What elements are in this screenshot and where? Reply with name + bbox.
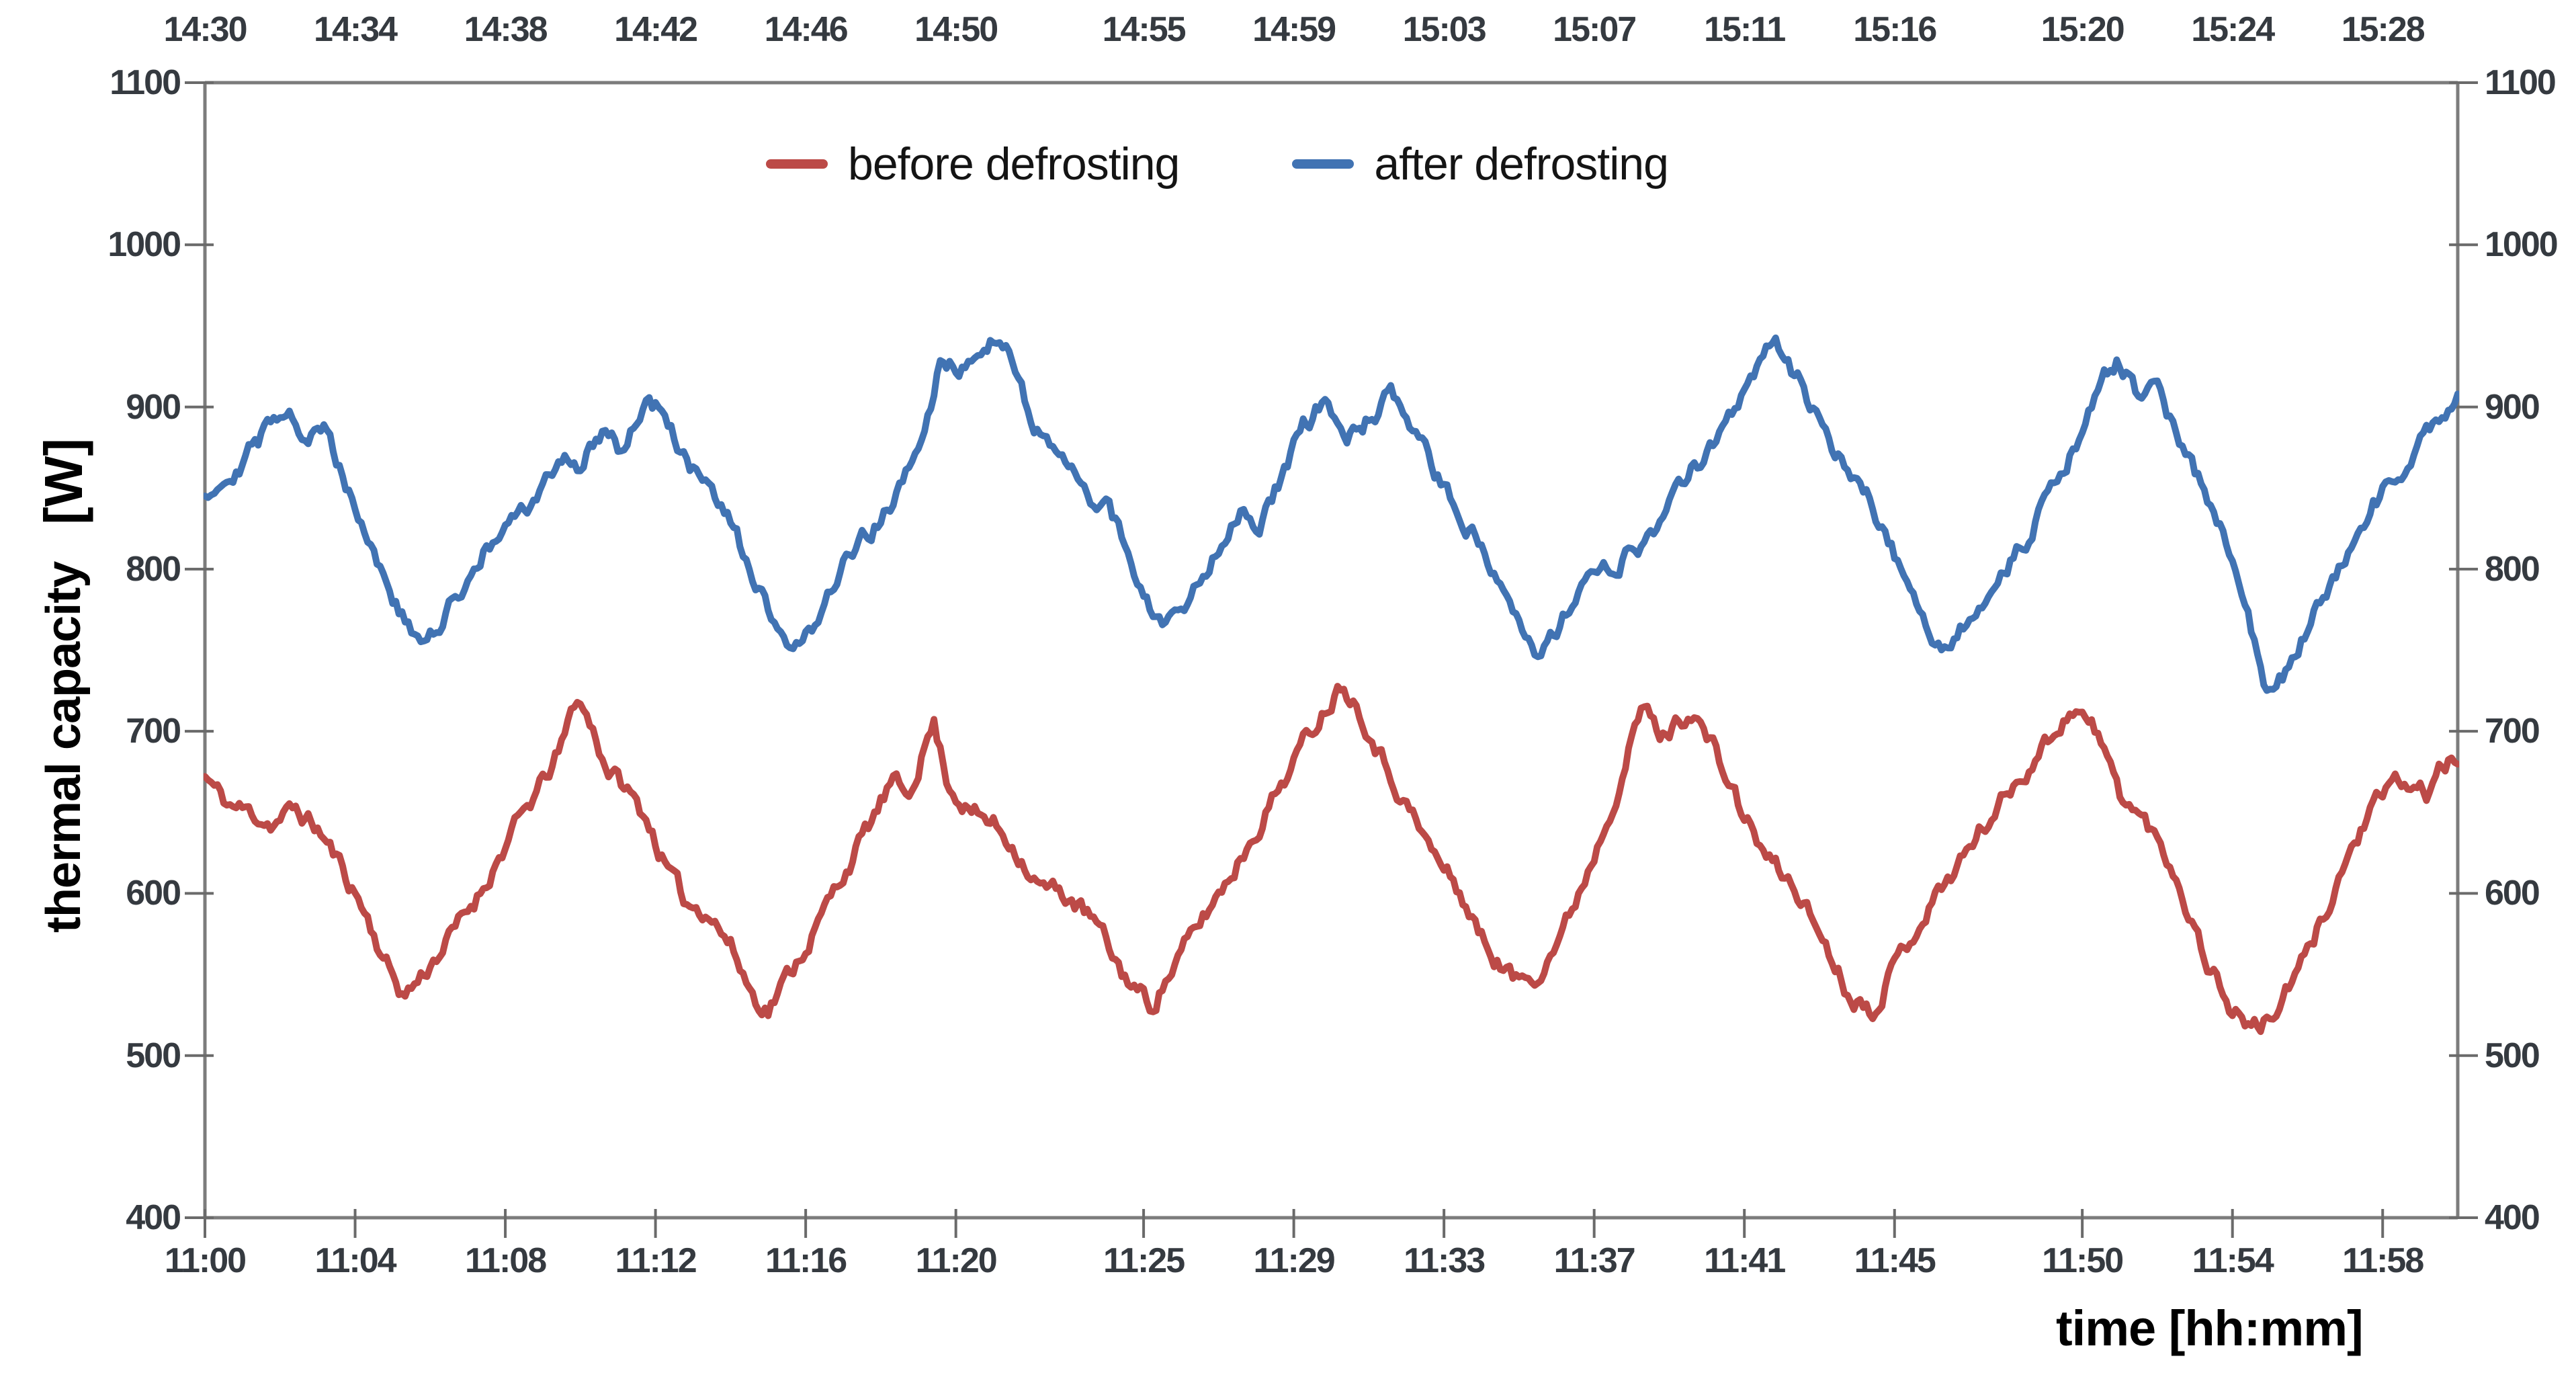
series-line-after-defrosting [204,334,2459,694]
legend-dash-red [766,159,828,169]
y-axis-title: thermal capacity [W] [24,316,104,1055]
legend-dash-blue [1292,159,1355,169]
y-axis-unit: [W] [34,437,93,525]
right-axis-tick-label: 800 [2485,549,2540,589]
left-axis-tick-label: 1100 [110,63,181,102]
right-axis-tick-label: 1100 [2485,63,2557,102]
left-axis-tick-label: 1000 [108,225,181,265]
top-axis-tick-label: 14:34 [314,10,398,49]
top-axis-tick-label: 15:24 [2191,10,2275,49]
legend-label-after-defrosting: after defrosting [1374,138,1669,190]
bottom-axis-tick-label: 11:33 [1404,1241,1486,1280]
right-axis-tick-label: 900 [2485,387,2540,427]
right-axis-tick-label: 700 [2485,712,2540,751]
x-axis-title: time [hh:mm] [2056,1300,2364,1356]
bottom-axis-tick-label: 11:04 [314,1241,396,1280]
right-axis-tick-label: 600 [2485,874,2540,913]
top-axis-tick-label: 14:38 [464,10,548,49]
top-axis-tick-label: 15:03 [1402,10,1487,49]
right-axis-tick-label: 500 [2485,1036,2540,1075]
top-axis-tick-label: 15:11 [1704,10,1786,49]
bottom-axis-tick-label: 11:29 [1253,1241,1336,1280]
bottom-axis-tick-label: 11:08 [464,1241,547,1280]
bottom-axis-tick-label: 11:12 [615,1241,697,1280]
bottom-axis-tick-label: 11:37 [1553,1241,1636,1280]
bottom-axis-tick-label: 11:25 [1103,1241,1185,1280]
left-axis-tick-label: 900 [126,387,181,427]
legend-item-after-defrosting: after defrosting [1292,137,1669,191]
bottom-axis-tick-label: 11:41 [1704,1241,1786,1280]
top-axis-tick-label: 14:30 [163,10,248,49]
top-axis-tick-label: 14:50 [914,10,998,49]
left-axis-tick-label: 400 [126,1198,181,1237]
bottom-axis-tick-label: 11:20 [915,1241,998,1280]
right-axis-tick-label: 400 [2485,1198,2540,1237]
bottom-axis-tick-label: 11:16 [765,1241,847,1280]
top-axis-tick-label: 15:20 [2041,10,2125,49]
legend: before defrosting after defrosting [766,137,1669,191]
bottom-axis-tick-label: 11:00 [164,1241,247,1280]
right-axis-tick-label: 1000 [2485,225,2559,265]
top-axis-tick-label: 14:46 [764,10,849,49]
y-axis-title-text: thermal capacity [37,561,91,933]
top-axis-tick-label: 15:16 [1853,10,1937,49]
top-axis-tick-label: 15:28 [2341,10,2425,49]
top-axis-tick-label: 14:59 [1252,10,1336,49]
series-line-before-defrosting [204,683,2459,1036]
left-axis-tick-label: 700 [126,712,181,751]
left-axis-tick-label: 500 [126,1036,181,1075]
legend-item-before-defrosting: before defrosting [766,137,1180,191]
left-axis-tick-label: 800 [126,549,181,589]
legend-label-before-defrosting: before defrosting [848,138,1180,190]
bottom-axis-tick-label: 11:58 [2342,1241,2424,1280]
top-axis-tick-label: 14:55 [1102,10,1187,49]
bottom-axis-tick-label: 11:45 [1854,1241,1936,1280]
left-axis-tick-label: 600 [126,874,181,913]
top-axis-tick-label: 14:42 [614,10,698,49]
bottom-axis-tick-label: 11:54 [2192,1241,2274,1280]
bottom-axis-tick-label: 11:50 [2042,1241,2124,1280]
top-axis-tick-label: 15:07 [1553,10,1637,49]
